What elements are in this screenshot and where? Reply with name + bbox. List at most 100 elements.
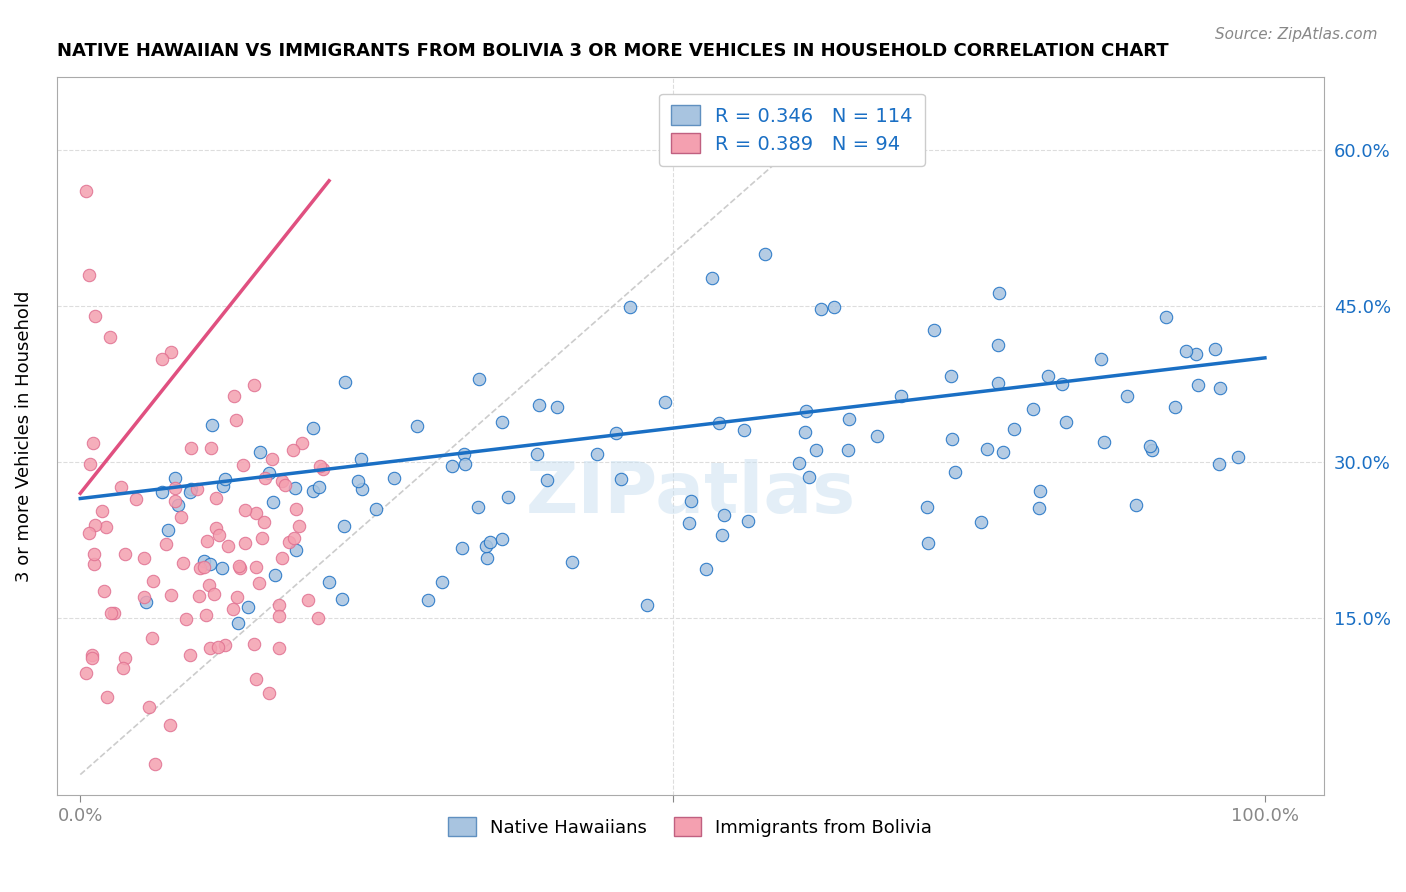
Point (546, 400, 568, 414)
Point (135, 595, 157, 609)
Point (96, 690, 118, 704)
Point (165, 481, 187, 495)
Point (186, 482, 208, 496)
Point (179, 485, 201, 500)
Point (283, 531, 305, 545)
Point (406, 418, 429, 433)
Point (84, 517, 107, 532)
Point (837, 442, 859, 457)
Point (100, 607, 122, 621)
Point (284, 481, 307, 495)
Point (174, 612, 197, 626)
Point (1227, 450, 1250, 464)
Point (526, 447, 548, 461)
Point (82, 435, 104, 450)
Point (160, 344, 183, 359)
Point (737, 515, 759, 529)
Point (80, 648, 103, 662)
Point (180, 482, 202, 496)
Point (188, 589, 211, 603)
Point (274, 477, 297, 491)
Point (1028, 484, 1050, 499)
Point (991, 445, 1014, 459)
Point (77, 268, 100, 282)
Point (132, 550, 155, 565)
Point (430, 574, 453, 589)
Point (150, 351, 173, 366)
Point (217, 539, 239, 553)
Point (922, 322, 945, 336)
Point (307, 611, 329, 625)
Point (214, 472, 236, 486)
Point (253, 515, 276, 529)
Point (267, 641, 290, 656)
Point (288, 519, 311, 533)
Point (364, 502, 387, 516)
Point (467, 500, 489, 514)
Point (271, 551, 294, 566)
Point (75, 666, 97, 681)
Point (202, 587, 225, 601)
Point (1174, 343, 1197, 358)
Point (285, 502, 308, 516)
Point (163, 471, 186, 485)
Point (198, 641, 221, 656)
Point (249, 445, 271, 459)
Point (94, 520, 117, 534)
Text: Source: ZipAtlas.com: Source: ZipAtlas.com (1215, 27, 1378, 42)
Point (467, 372, 489, 386)
Point (496, 490, 519, 504)
Point (585, 447, 607, 461)
Point (943, 465, 966, 479)
Point (200, 557, 222, 571)
Point (451, 541, 474, 555)
Point (1140, 443, 1163, 458)
Point (141, 632, 163, 646)
Point (1208, 380, 1230, 394)
Point (491, 532, 513, 546)
Y-axis label: 3 or more Vehicles in Household: 3 or more Vehicles in Household (15, 290, 32, 582)
Point (309, 459, 332, 474)
Point (225, 590, 247, 604)
Point (636, 598, 658, 612)
Point (243, 637, 266, 651)
Point (111, 661, 134, 675)
Point (134, 590, 156, 604)
Point (267, 608, 290, 623)
Point (678, 516, 700, 530)
Point (1154, 310, 1177, 324)
Point (491, 415, 513, 429)
Point (1125, 498, 1147, 512)
Point (794, 425, 817, 439)
Point (254, 471, 277, 485)
Point (208, 528, 231, 542)
Point (797, 470, 820, 484)
Point (224, 389, 246, 403)
Point (302, 484, 325, 499)
Point (1056, 415, 1078, 429)
Point (297, 593, 319, 607)
Point (970, 515, 993, 529)
Point (211, 479, 233, 493)
Point (707, 416, 730, 430)
Point (308, 480, 330, 494)
Point (1036, 369, 1059, 384)
Point (1208, 457, 1230, 471)
Point (350, 482, 373, 496)
Point (103, 606, 125, 620)
Point (475, 539, 498, 553)
Point (110, 480, 132, 494)
Point (238, 600, 260, 615)
Point (259, 686, 281, 700)
Point (710, 528, 733, 542)
Point (214, 638, 236, 652)
Point (527, 398, 550, 412)
Point (318, 575, 340, 590)
Point (80, 651, 103, 665)
Point (262, 494, 284, 508)
Point (917, 536, 939, 550)
Point (264, 567, 287, 582)
Point (695, 562, 717, 576)
Point (163, 494, 186, 508)
Point (1090, 351, 1112, 366)
